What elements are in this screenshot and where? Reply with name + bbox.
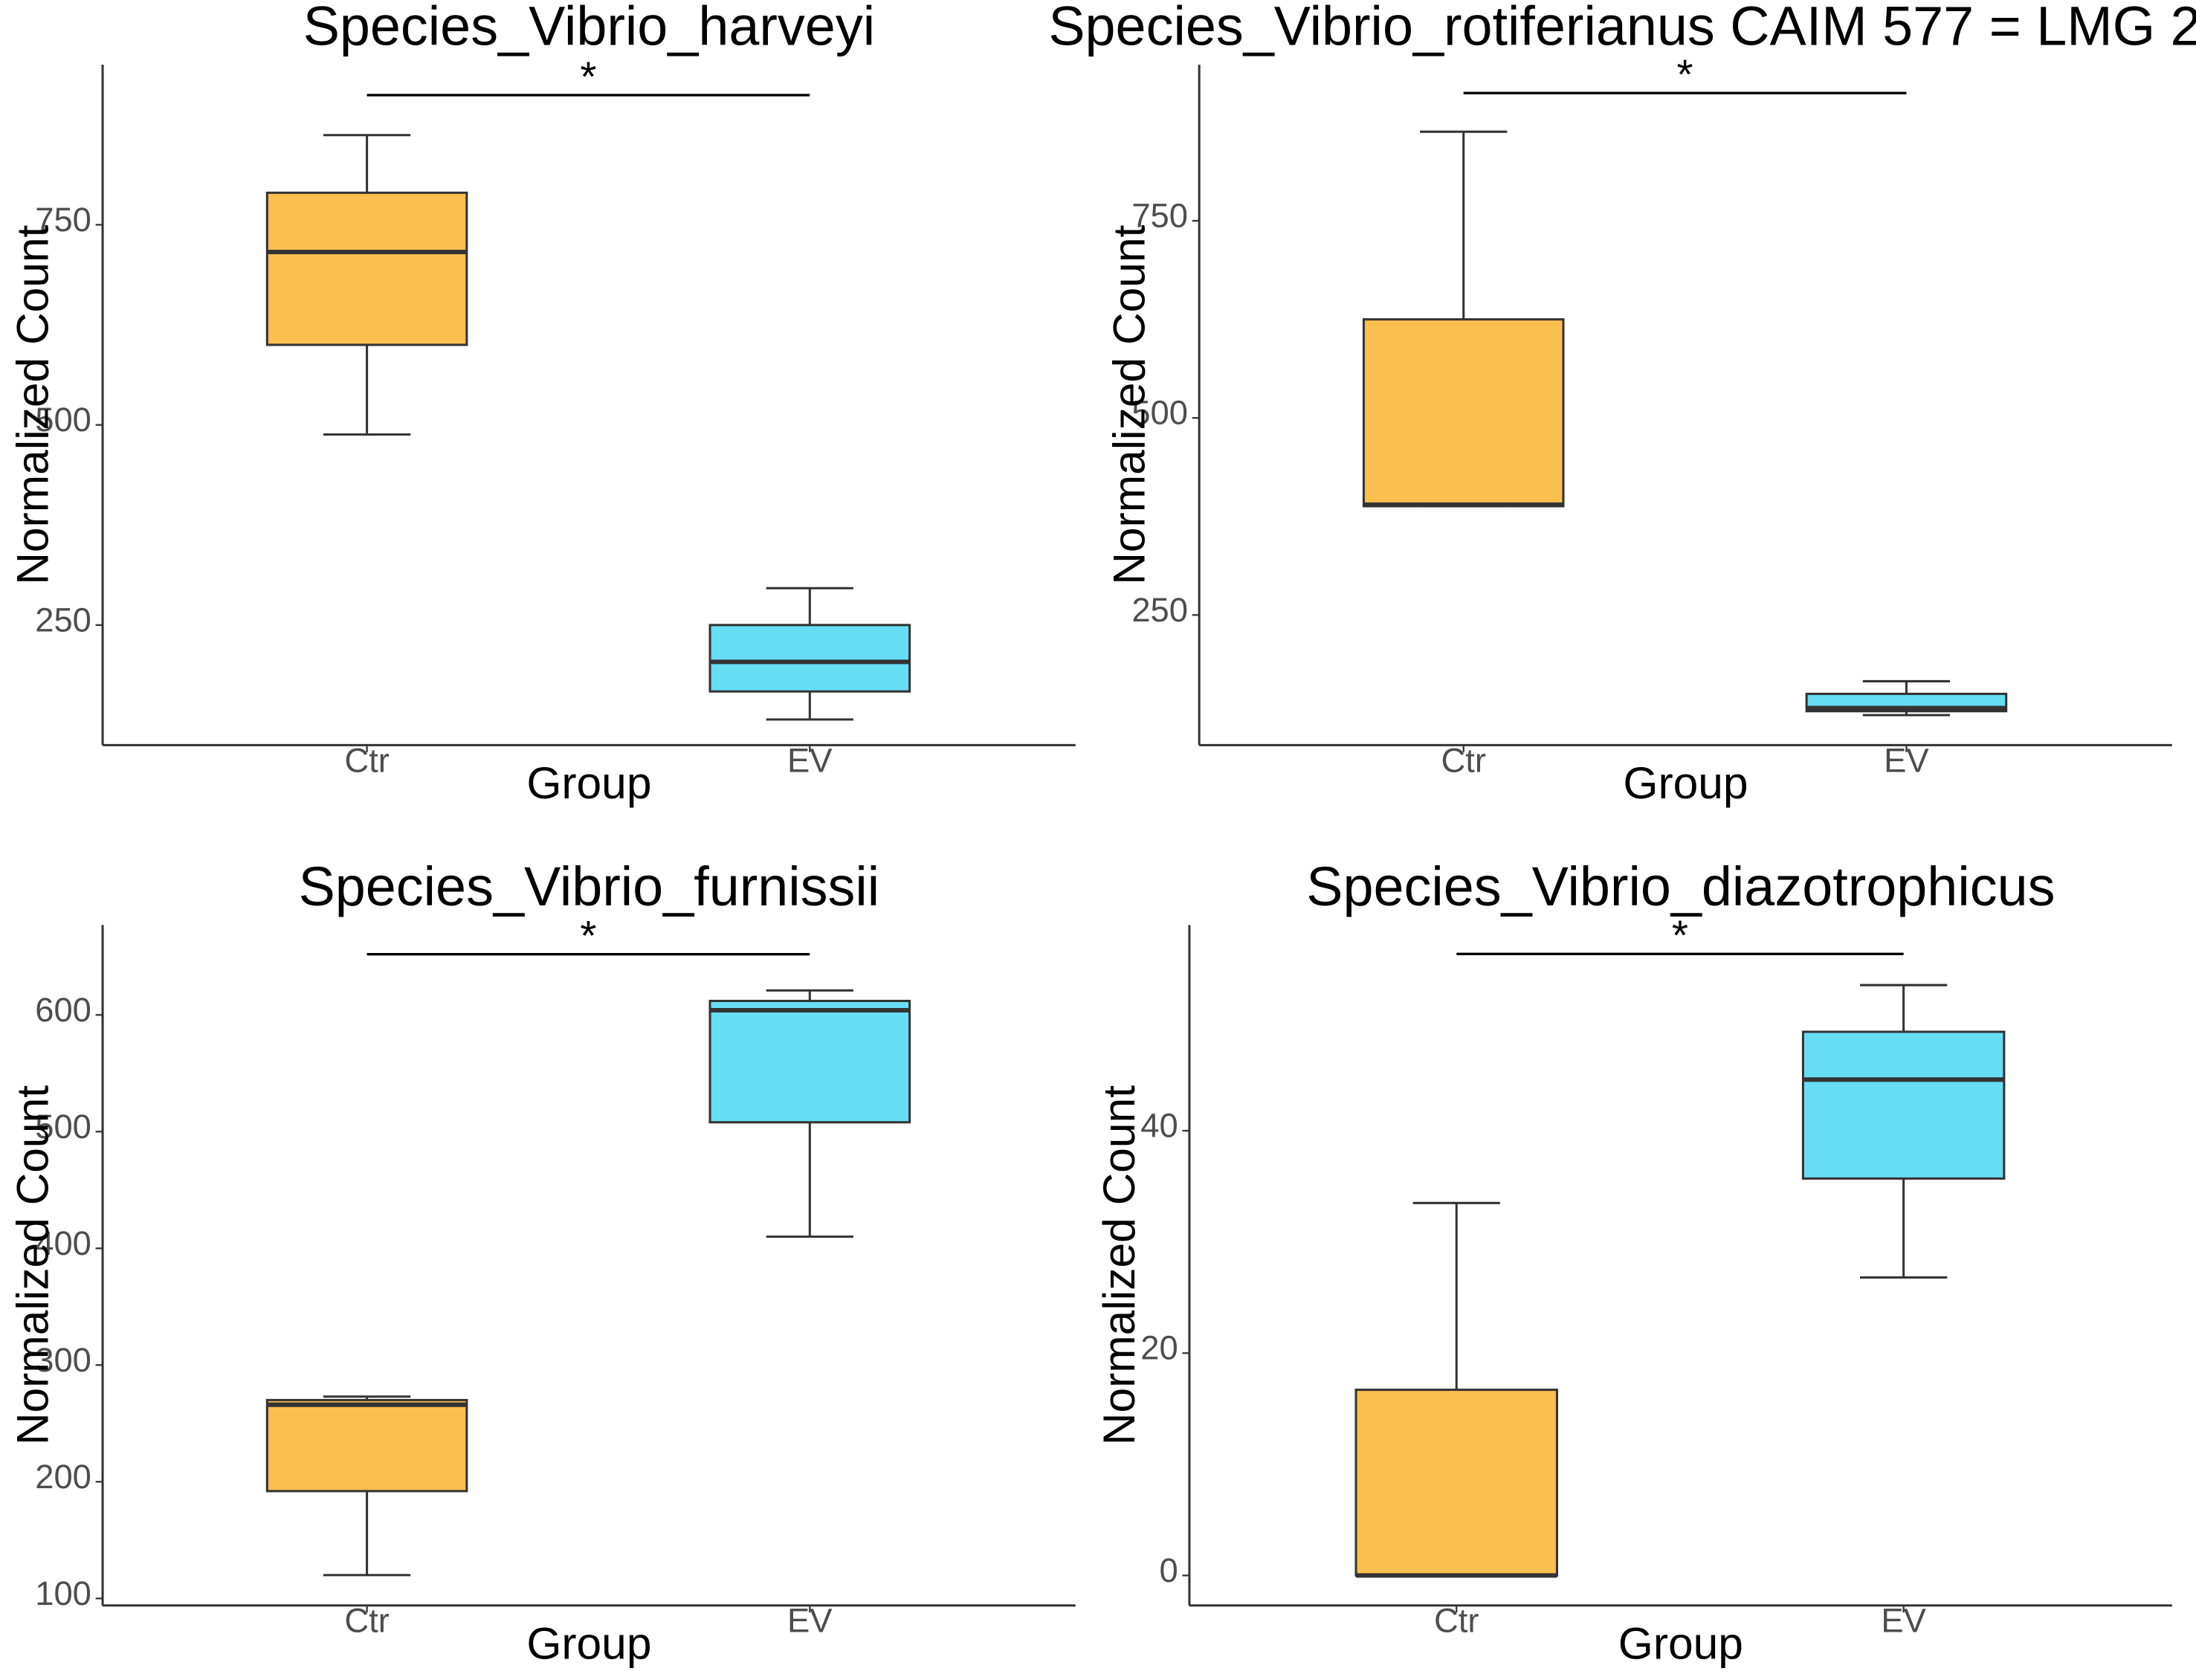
x-axis-title: Group xyxy=(1618,1618,1743,1669)
box-rect xyxy=(1362,318,1565,508)
y-tick-label: 250 xyxy=(1131,591,1188,629)
x-tick-label: EV xyxy=(1884,741,1929,779)
box-ev xyxy=(708,587,911,721)
y-tick-label: 600 xyxy=(35,991,91,1029)
box-rect xyxy=(265,1398,468,1493)
significance-label: * xyxy=(1672,913,1688,960)
y-tick-label: 750 xyxy=(35,201,91,239)
x-tick-label: EV xyxy=(787,741,833,779)
x-tick-label: Ctr xyxy=(344,1602,390,1640)
chart-title: Species_Vibrio_furnissii xyxy=(299,856,880,917)
y-tick-label: 20 xyxy=(1140,1329,1178,1367)
y-tick-label: 250 xyxy=(35,601,91,639)
box-rect xyxy=(708,624,911,693)
box-ev xyxy=(1805,679,2008,717)
x-tick-label: Ctr xyxy=(1434,1602,1479,1640)
box-ctr xyxy=(1354,1201,1558,1578)
chart-panel-2: Species_Vibrio_rotiferianus CAIM 577 = L… xyxy=(1048,0,2196,808)
box-rect xyxy=(265,191,468,346)
y-tick-label: 400 xyxy=(35,1224,91,1262)
x-tick-label: Ctr xyxy=(344,741,390,779)
significance-label: * xyxy=(580,913,596,960)
x-axis-title: Group xyxy=(526,757,651,808)
x-tick-label: EV xyxy=(787,1602,833,1640)
y-tick-label: 40 xyxy=(1140,1107,1178,1145)
chart-panel-4: Species_Vibrio_diazotrophicus 0 20 40 Ctr EV G… xyxy=(1094,856,2172,1669)
y-tick-label: 300 xyxy=(35,1341,91,1379)
box-rect xyxy=(1354,1389,1558,1577)
y-tick-label: 500 xyxy=(35,401,91,439)
box-ev xyxy=(708,989,911,1238)
box-ev xyxy=(1801,983,2006,1279)
box-rect xyxy=(708,999,911,1124)
y-tick-label: 750 xyxy=(1131,197,1188,235)
box-rect xyxy=(1801,1030,2006,1180)
y-axis-title: Normalized Count xyxy=(7,224,57,584)
x-axis-title: Group xyxy=(1623,757,1748,808)
significance-label: * xyxy=(580,54,596,100)
y-tick-label: 0 xyxy=(1160,1551,1178,1589)
box-ctr xyxy=(1362,130,1565,508)
y-axis-title: Normalized Count xyxy=(7,1085,57,1445)
chart-panel-3: Species_Vibrio_furnissii 100 200 300 400 500 6… xyxy=(7,856,1076,1669)
chart-title: Species_Vibrio_rotiferianus CAIM 577 = L… xyxy=(1048,0,2196,57)
x-tick-label: Ctr xyxy=(1441,741,1485,779)
y-tick-label: 500 xyxy=(35,1108,91,1146)
box-ctr xyxy=(265,1395,468,1577)
y-tick-label: 200 xyxy=(35,1458,91,1496)
x-tick-label: EV xyxy=(1881,1602,1926,1640)
chart-panel-1: Species_Vibrio_harveyi 250 500 750 Ctr EV Grou… xyxy=(7,0,1076,808)
x-axis-title: Group xyxy=(526,1618,651,1669)
box-ctr xyxy=(265,134,468,436)
y-tick-label: 500 xyxy=(1131,394,1188,432)
y-axis-title: Normalized Count xyxy=(1094,1085,1144,1445)
y-axis-title: Normalized Count xyxy=(1103,224,1154,584)
chart-title: Species_Vibrio_diazotrophicus xyxy=(1306,856,2055,917)
chart-title: Species_Vibrio_harveyi xyxy=(303,0,875,57)
y-tick-label: 100 xyxy=(35,1574,91,1612)
significance-label: * xyxy=(1677,52,1693,99)
